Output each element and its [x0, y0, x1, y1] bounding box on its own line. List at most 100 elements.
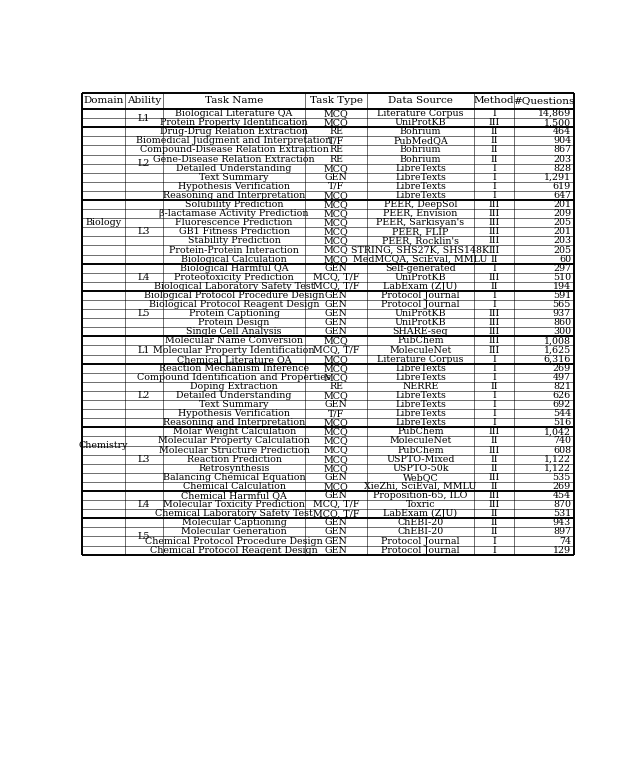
- Text: Proteotoxicity Prediction: Proteotoxicity Prediction: [174, 273, 294, 282]
- Text: MedMCQA, SciEval, MMLU: MedMCQA, SciEval, MMLU: [353, 255, 488, 264]
- Text: III: III: [488, 473, 500, 482]
- Text: III: III: [488, 500, 500, 509]
- Text: Molar Weight Calculation: Molar Weight Calculation: [173, 427, 296, 437]
- Text: GEN: GEN: [324, 173, 348, 182]
- Text: Gene-Disease Relation Extraction: Gene-Disease Relation Extraction: [154, 155, 315, 164]
- Text: I: I: [492, 164, 496, 173]
- Text: 203: 203: [553, 236, 571, 245]
- Text: LibreTexts: LibreTexts: [395, 400, 446, 409]
- Text: I: I: [492, 363, 496, 373]
- Text: I: I: [492, 536, 496, 546]
- Text: Protein-Protein Interaction: Protein-Protein Interaction: [169, 245, 299, 255]
- Text: GEN: GEN: [324, 309, 348, 319]
- Text: I: I: [492, 418, 496, 427]
- Text: III: III: [488, 118, 500, 127]
- Text: L1: L1: [138, 345, 150, 354]
- Text: Doping Extraction: Doping Extraction: [190, 382, 278, 391]
- Text: MCQ: MCQ: [324, 482, 348, 491]
- Text: Text Summary: Text Summary: [200, 400, 269, 409]
- Text: Molecular Generation: Molecular Generation: [181, 527, 287, 536]
- Text: I: I: [492, 109, 496, 118]
- Text: 269: 269: [553, 482, 571, 491]
- Text: Reaction Mechanism Inference: Reaction Mechanism Inference: [159, 363, 309, 373]
- Text: III: III: [488, 345, 500, 354]
- Text: Biological Laboratory Safety Test: Biological Laboratory Safety Test: [154, 282, 314, 291]
- Text: LibreTexts: LibreTexts: [395, 182, 446, 190]
- Text: Protein Captioning: Protein Captioning: [189, 309, 280, 319]
- Text: β-lactamase Activity Prediction: β-lactamase Activity Prediction: [159, 209, 309, 218]
- Text: 897: 897: [553, 527, 571, 536]
- Text: Bohrium: Bohrium: [400, 146, 442, 155]
- Text: Biological Protocol Reagent Design: Biological Protocol Reagent Design: [149, 300, 319, 309]
- Text: III: III: [488, 446, 500, 455]
- Text: L2: L2: [138, 391, 150, 400]
- Text: LibreTexts: LibreTexts: [395, 391, 446, 400]
- Text: STRING, SHS27K, SHS148K: STRING, SHS27K, SHS148K: [351, 245, 490, 255]
- Text: MCQ: MCQ: [324, 109, 348, 118]
- Text: L3: L3: [138, 455, 150, 464]
- Text: 205: 205: [553, 245, 571, 255]
- Text: PEER, DeepSol: PEER, DeepSol: [384, 200, 458, 209]
- Text: I: I: [492, 173, 496, 182]
- Text: Protocol Journal: Protocol Journal: [381, 536, 460, 546]
- Text: Solubility Prediction: Solubility Prediction: [185, 200, 284, 209]
- Text: Biological Literature QA: Biological Literature QA: [175, 109, 293, 118]
- Text: MCQ: MCQ: [324, 418, 348, 427]
- Text: MCQ: MCQ: [324, 391, 348, 400]
- Text: GEN: GEN: [324, 264, 348, 273]
- Text: 1,008: 1,008: [544, 337, 571, 345]
- Text: Stability Prediction: Stability Prediction: [188, 236, 280, 245]
- Text: MoleculeNet: MoleculeNet: [389, 437, 452, 446]
- Text: I: I: [492, 409, 496, 418]
- Text: Toxric: Toxric: [406, 500, 435, 509]
- Text: LibreTexts: LibreTexts: [395, 363, 446, 373]
- Text: GEN: GEN: [324, 491, 348, 500]
- Text: Bohrium: Bohrium: [400, 155, 442, 164]
- Text: I: I: [492, 391, 496, 400]
- Text: XieZhi, SciEval, MMLU: XieZhi, SciEval, MMLU: [364, 482, 477, 491]
- Text: PubChem: PubChem: [397, 427, 444, 437]
- Text: I: I: [492, 546, 496, 555]
- Text: MCQ: MCQ: [324, 218, 348, 227]
- Text: 619: 619: [553, 182, 571, 190]
- Text: ChEBI-20: ChEBI-20: [397, 527, 444, 536]
- Text: Protein Property Identification: Protein Property Identification: [161, 118, 308, 127]
- Text: LibreTexts: LibreTexts: [395, 373, 446, 382]
- Text: UniProtKB: UniProtKB: [395, 319, 446, 327]
- Text: 867: 867: [553, 146, 571, 155]
- Text: 269: 269: [553, 363, 571, 373]
- Text: III: III: [488, 209, 500, 218]
- Text: GEN: GEN: [324, 291, 348, 300]
- Text: Reasoning and Interpretation: Reasoning and Interpretation: [163, 191, 305, 200]
- Text: Chemical Protocol Reagent Design: Chemical Protocol Reagent Design: [150, 546, 318, 555]
- Text: Chemical Calculation: Chemical Calculation: [182, 482, 285, 491]
- Text: III: III: [488, 309, 500, 319]
- Text: III: III: [488, 319, 500, 327]
- Text: Literature Corpus: Literature Corpus: [378, 354, 464, 363]
- Text: 870: 870: [553, 500, 571, 509]
- Text: Detailed Understanding: Detailed Understanding: [177, 164, 292, 173]
- Text: Molecular Property Identification: Molecular Property Identification: [154, 345, 315, 354]
- Text: GEN: GEN: [324, 319, 348, 327]
- Text: II: II: [490, 527, 498, 536]
- Text: III: III: [488, 337, 500, 345]
- Text: Compound-Disease Relation Extraction: Compound-Disease Relation Extraction: [140, 146, 328, 155]
- Text: L2: L2: [138, 159, 150, 168]
- Text: LabExam (ZJU): LabExam (ZJU): [383, 282, 458, 291]
- Text: 535: 535: [553, 473, 571, 482]
- Text: MCQ, T/F: MCQ, T/F: [313, 273, 359, 282]
- Text: Bohrium: Bohrium: [400, 127, 442, 136]
- Text: 1,122: 1,122: [544, 455, 571, 464]
- Text: WebQC: WebQC: [403, 473, 438, 482]
- Text: Protocol Journal: Protocol Journal: [381, 300, 460, 309]
- Text: III: III: [488, 227, 500, 236]
- Text: Molecular Structure Prediction: Molecular Structure Prediction: [159, 446, 310, 455]
- Text: 297: 297: [553, 264, 571, 273]
- Text: ChEBI-20: ChEBI-20: [397, 518, 444, 527]
- Text: GEN: GEN: [324, 536, 348, 546]
- Text: MCQ: MCQ: [324, 245, 348, 255]
- Text: II: II: [490, 382, 498, 391]
- Text: Data Source: Data Source: [388, 96, 453, 105]
- Text: Task Name: Task Name: [205, 96, 263, 105]
- Text: MCQ: MCQ: [324, 200, 348, 209]
